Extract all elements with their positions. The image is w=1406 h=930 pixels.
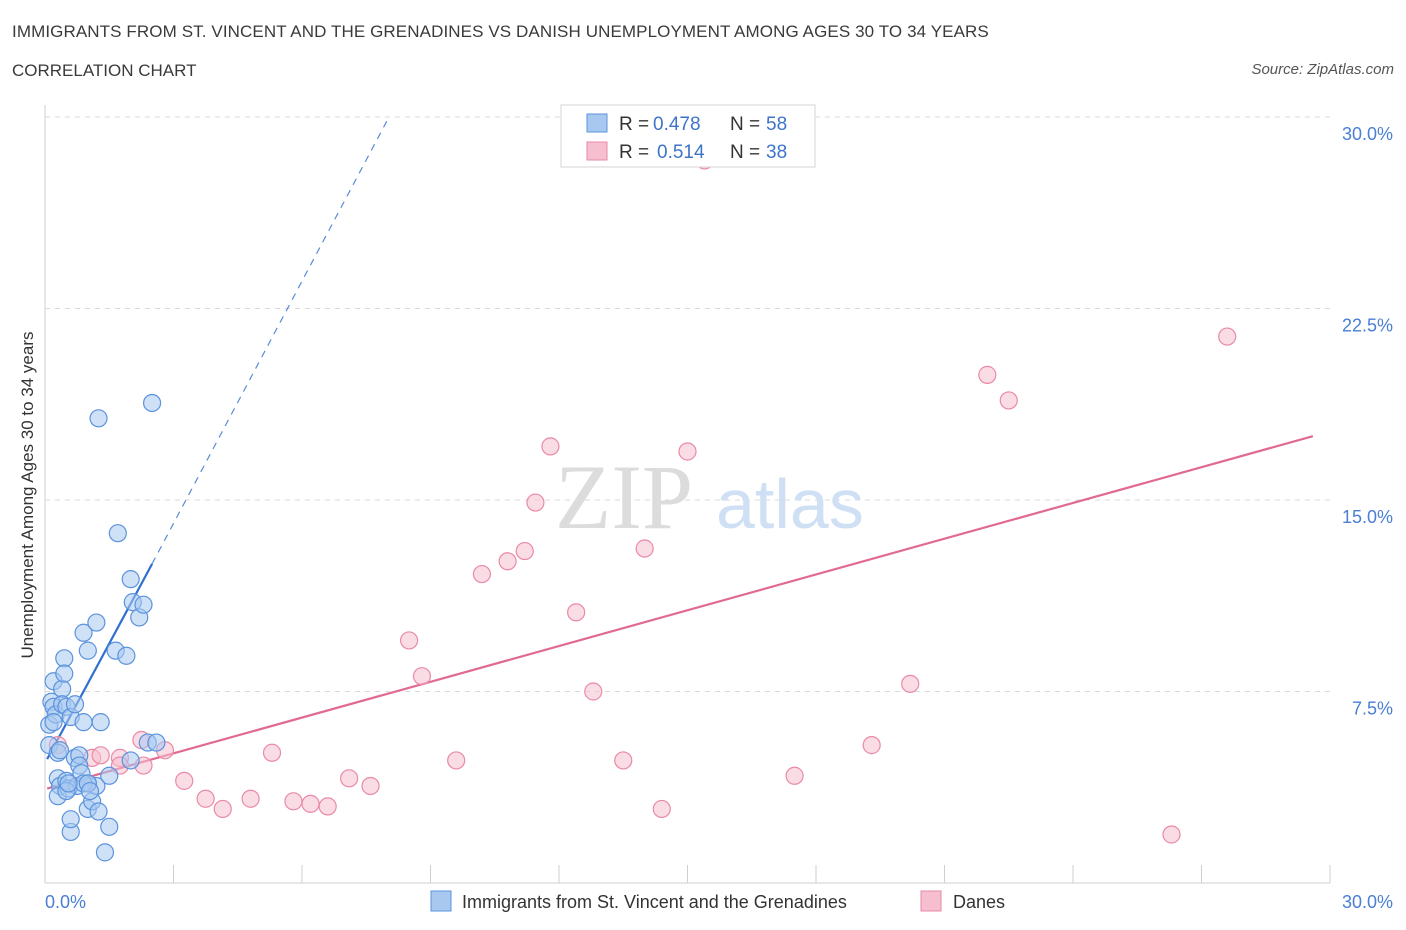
- data-point-immigrants: [100, 817, 119, 836]
- data-point-immigrants: [142, 393, 162, 413]
- data-point-danes: [361, 776, 380, 796]
- bottom-legend-label-immigrants: Immigrants from St. Vincent and the Gren…: [462, 892, 847, 912]
- data-point-danes: [175, 771, 194, 790]
- source-credit: Source: ZipAtlas.com: [1251, 61, 1394, 78]
- data-point-immigrants: [87, 613, 106, 632]
- legend-n-label-2: N =: [730, 142, 760, 163]
- trendline-immigrants-extension: [151, 119, 389, 565]
- legend-r-value-2: 0.514: [657, 142, 705, 163]
- data-point-danes: [515, 541, 534, 561]
- legend-r-label-2: R =: [619, 142, 649, 163]
- data-point-danes: [340, 769, 359, 788]
- data-point-danes: [1218, 327, 1237, 346]
- data-point-danes: [526, 493, 545, 512]
- legend-n-value-1: 58: [766, 114, 787, 135]
- data-point-danes: [584, 682, 603, 701]
- data-point-danes: [567, 603, 586, 622]
- watermark-atlas: atlas: [716, 465, 864, 543]
- data-point-danes: [301, 794, 320, 813]
- data-point-immigrants: [74, 623, 93, 642]
- data-point-immigrants: [134, 595, 153, 614]
- data-point-danes: [498, 552, 517, 571]
- legend-r-value-1: 0.478: [653, 114, 701, 135]
- data-point-immigrants: [108, 524, 127, 543]
- data-point-danes: [284, 792, 303, 811]
- data-point-immigrants: [44, 713, 63, 732]
- data-point-immigrants: [95, 843, 115, 862]
- data-point-danes: [1162, 825, 1181, 844]
- legend-n-value-2: 38: [766, 142, 787, 163]
- data-point-danes: [635, 539, 654, 558]
- watermark: ZIP atlas: [555, 446, 864, 548]
- data-point-danes: [472, 564, 491, 584]
- bottom-legend-swatch-pink: [920, 890, 942, 912]
- data-point-danes: [196, 789, 215, 808]
- x-tick-label-min: 0.0%: [45, 892, 86, 912]
- data-point-immigrants: [61, 810, 80, 829]
- data-point-immigrants: [117, 646, 136, 665]
- x-tick-label-max: 30.0%: [1342, 892, 1393, 912]
- data-point-immigrants: [121, 570, 140, 589]
- data-point-danes: [213, 799, 232, 819]
- y-axis-label: Unemployment Among Ages 30 to 34 years: [18, 332, 37, 659]
- grid-lines: [45, 116, 1330, 692]
- svg-immigrants-points: [40, 393, 166, 862]
- data-point-immigrants: [55, 649, 74, 668]
- data-point-immigrants: [59, 774, 78, 793]
- trendline-danes: [46, 435, 1314, 790]
- data-point-danes: [785, 766, 804, 785]
- data-point-immigrants: [55, 664, 74, 683]
- data-point-danes: [541, 437, 560, 456]
- y-tick-labels: 7.5% 15.0% 22.5% 30.0%: [1342, 124, 1393, 719]
- data-point-danes: [318, 797, 337, 816]
- data-point-immigrants: [91, 713, 110, 732]
- data-point-danes: [652, 799, 671, 819]
- legend-n-label-1: N =: [730, 114, 760, 135]
- data-point-immigrants: [147, 733, 166, 752]
- y-tick-label: 22.5%: [1342, 316, 1393, 336]
- legend-swatch-pink: [586, 141, 608, 161]
- data-point-immigrants: [50, 741, 70, 760]
- legend-r-label-1: R =: [619, 114, 649, 135]
- watermark-zip: ZIP: [555, 446, 693, 548]
- data-point-danes: [262, 743, 282, 762]
- data-point-immigrants: [89, 409, 108, 428]
- legend-swatch-blue: [586, 113, 608, 133]
- chart-subtitle: CORRELATION CHART: [12, 61, 197, 80]
- x-ticks: [44, 865, 1331, 883]
- correlation-legend: R = 0.478 N = 58 R = 0.514 N = 38: [560, 104, 816, 168]
- data-point-danes: [862, 736, 881, 755]
- bottom-legend-swatch-blue: [430, 890, 452, 912]
- data-point-danes: [91, 746, 110, 765]
- bottom-legend-label-danes: Danes: [953, 892, 1005, 912]
- data-point-danes: [901, 674, 920, 693]
- data-point-danes: [399, 631, 419, 650]
- y-tick-label: 30.0%: [1342, 124, 1393, 144]
- y-tick-label: 15.0%: [1342, 507, 1393, 527]
- data-point-danes: [614, 751, 633, 770]
- data-point-immigrants: [89, 802, 108, 821]
- chart-title: IMMIGRANTS FROM ST. VINCENT AND THE GREN…: [12, 22, 989, 41]
- data-point-immigrants: [74, 713, 93, 732]
- data-point-danes: [678, 442, 697, 461]
- data-point-danes: [241, 789, 260, 808]
- data-point-immigrants: [78, 641, 97, 660]
- series-legend: Immigrants from St. Vincent and the Gren…: [430, 890, 1005, 912]
- data-point-danes: [447, 751, 466, 770]
- data-point-danes: [999, 391, 1018, 410]
- data-point-immigrants: [65, 695, 85, 714]
- data-point-immigrants: [80, 781, 100, 801]
- data-point-immigrants: [53, 679, 72, 699]
- data-point-immigrants: [100, 766, 119, 785]
- data-point-immigrants: [121, 751, 140, 770]
- data-point-danes: [978, 365, 997, 384]
- y-tick-label: 7.5%: [1352, 699, 1393, 719]
- data-point-danes: [412, 667, 432, 686]
